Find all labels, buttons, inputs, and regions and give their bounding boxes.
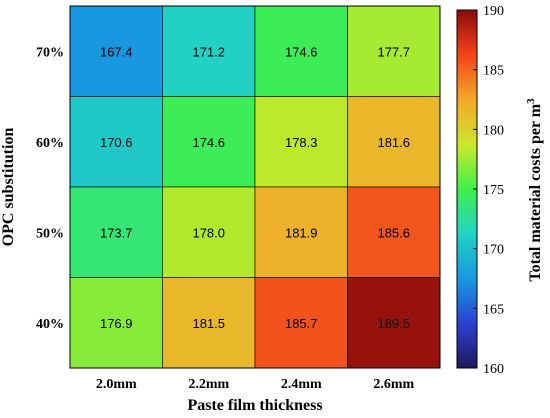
cell-value-label: 170.6 <box>100 135 133 150</box>
x-tick-label: 2.0mm <box>96 377 137 392</box>
colorbar-tick-label: 160 <box>483 362 504 377</box>
colorbar-tick-label: 165 <box>483 302 504 317</box>
heatmap-cells: 167.4 171.2 174.6 177.7 170.6 174.6 178.3 181.6… <box>69 5 441 369</box>
cell-value-label: 189.5 <box>377 316 410 331</box>
x-tick-labels: 2.0mm 2.2mm 2.4mm 2.6mm <box>96 377 415 392</box>
colorbar-ticks: 160 165 170 175 180 185 190 <box>473 4 504 377</box>
y-tick-label: 70% <box>36 45 64 60</box>
heatmap-cell <box>254 96 348 188</box>
cell-value-label: 177.7 <box>377 44 410 59</box>
x-tick-label: 2.6mm <box>373 377 414 392</box>
cell-value-label: 178.3 <box>285 135 318 150</box>
cell-value-label: 173.7 <box>100 225 133 240</box>
heatmap-cell <box>69 96 163 188</box>
colorbar-tick-label: 185 <box>483 64 504 79</box>
heatmap-cell <box>347 277 441 369</box>
plot-frame <box>69 5 441 369</box>
heatmap-cell <box>347 186 441 278</box>
y-tick-label: 40% <box>36 317 64 332</box>
colorbar-tick-label: 190 <box>483 4 504 19</box>
cell-value-label: 167.4 <box>100 44 133 59</box>
heatmap-cell <box>69 277 163 369</box>
colorbar-tick-label: 180 <box>483 123 504 138</box>
cell-value-label: 174.6 <box>285 44 318 59</box>
heatmap-cell <box>347 5 441 97</box>
heatmap-cell <box>347 96 441 188</box>
heatmap-cell <box>162 277 256 369</box>
cell-value-label: 176.9 <box>100 316 133 331</box>
cell-value-label: 171.2 <box>192 44 225 59</box>
x-tick-label: 2.4mm <box>281 377 322 392</box>
heatmap-cell <box>254 277 348 369</box>
heatmap-cell <box>162 96 256 188</box>
heatmap-cell <box>162 186 256 278</box>
cell-value-label: 174.6 <box>192 135 225 150</box>
colorbar-tick-label: 175 <box>483 183 504 198</box>
colorbar-title-main: Total material costs per m <box>527 103 544 281</box>
cell-value-label: 185.6 <box>377 225 410 240</box>
y-axis-title: OPC substitution <box>0 128 17 247</box>
cell-value-label: 181.6 <box>377 135 410 150</box>
cell-value-label: 178.0 <box>192 225 225 240</box>
colorbar-title: Total material costs per m3 <box>525 98 544 282</box>
y-tick-label: 60% <box>36 136 64 151</box>
x-axis-title: Paste film thickness <box>187 397 322 414</box>
cell-value-label: 181.9 <box>285 225 318 240</box>
colorbar-title-superscript: 3 <box>525 98 537 104</box>
heatmap-cell <box>69 5 163 97</box>
y-tick-label: 50% <box>36 226 64 241</box>
colorbar-tick-label: 170 <box>483 243 504 258</box>
y-tick-labels: 70% 60% 50% 40% <box>36 45 64 332</box>
x-tick-label: 2.2mm <box>188 377 229 392</box>
cell-value-label: 185.7 <box>285 316 318 331</box>
heatmap-cell <box>162 5 256 97</box>
cell-value-label: 181.5 <box>192 316 225 331</box>
